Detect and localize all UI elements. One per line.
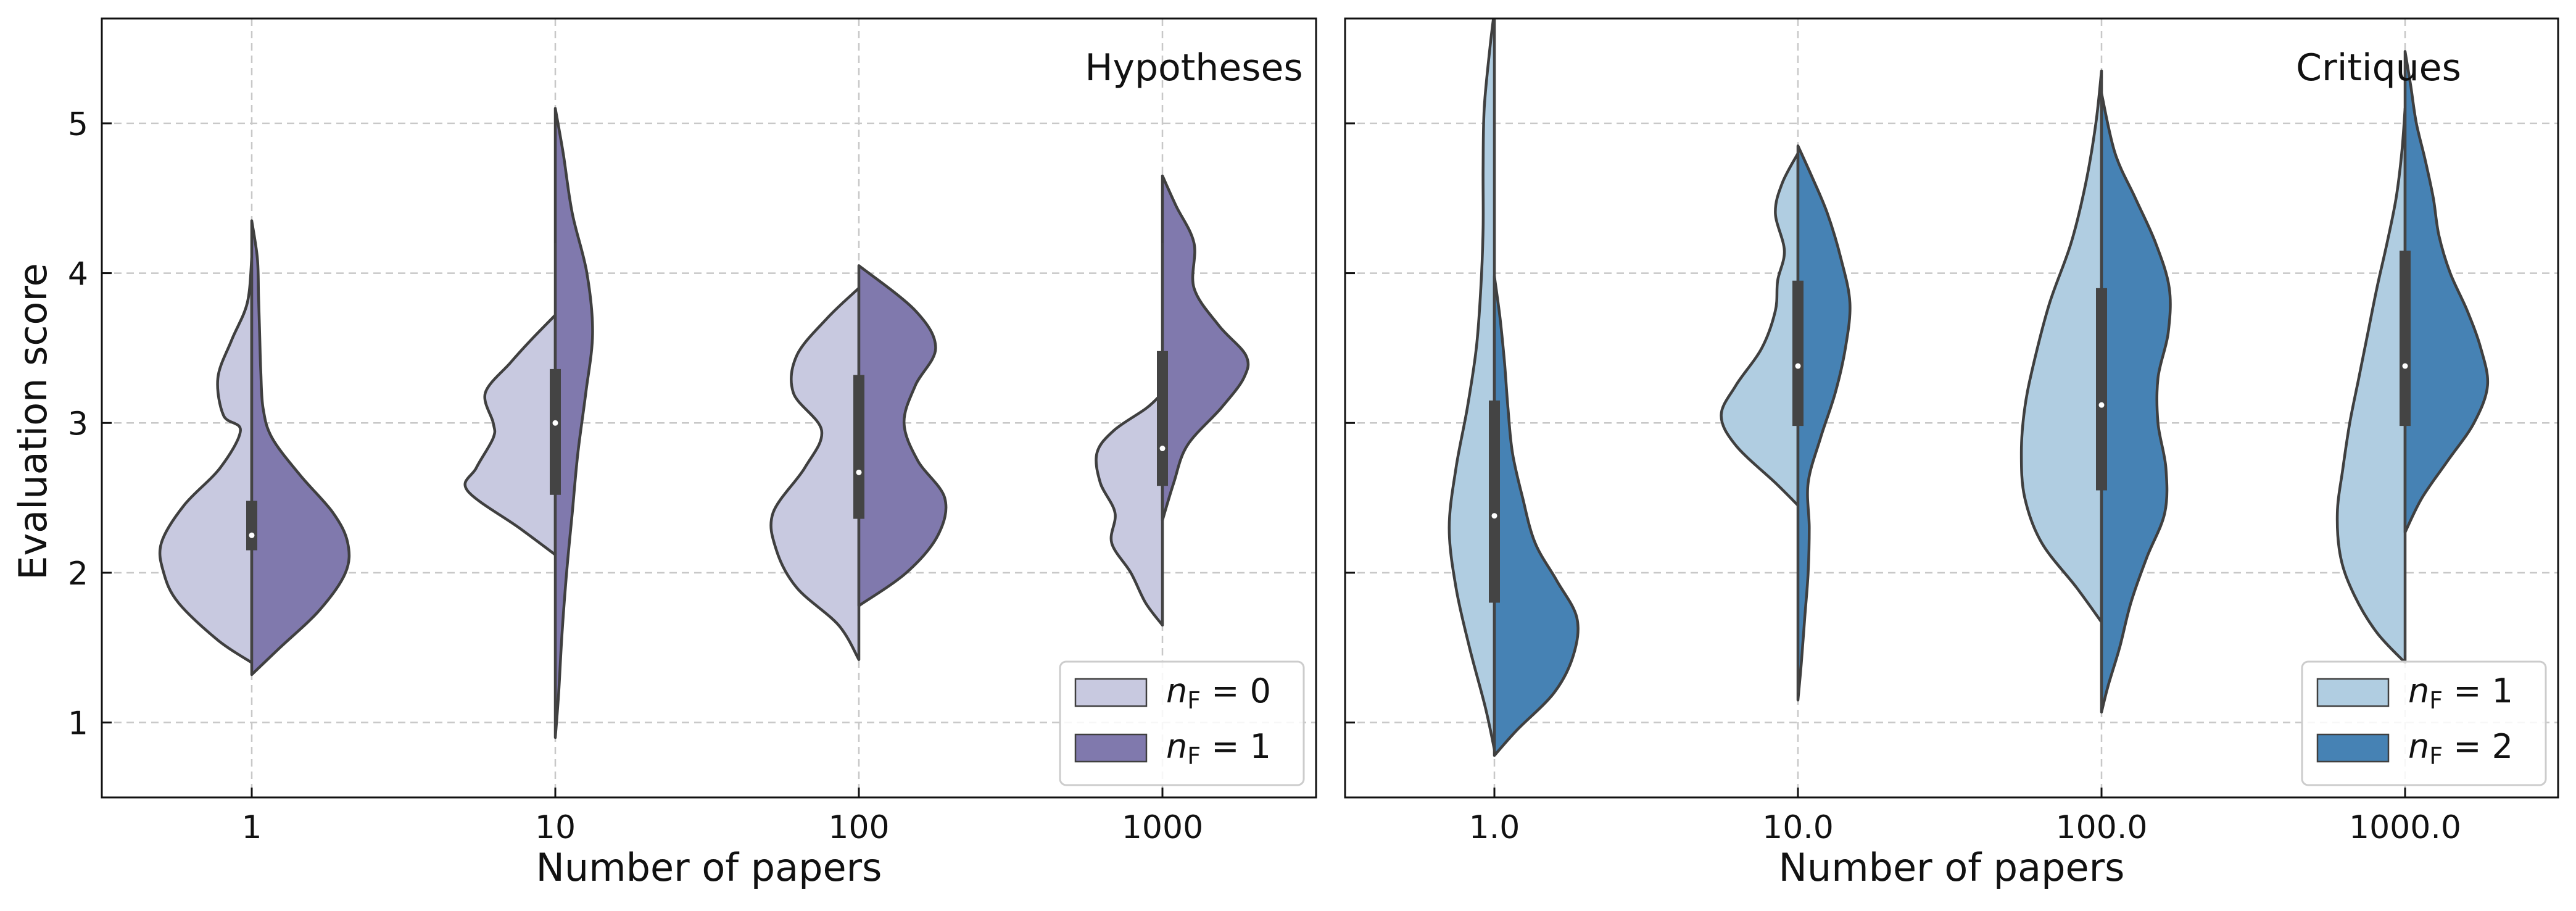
legend-label: nF = 1: [2408, 672, 2513, 714]
critiques-plot-area: [1345, 19, 2558, 797]
y-tick-label: 1: [68, 705, 88, 743]
median-dot: [2098, 402, 2105, 408]
hypotheses-violin-left-1: [158, 257, 254, 664]
hypotheses-violin-left-100: [769, 286, 861, 661]
critiques-violin-right-10.0: [1796, 144, 1852, 702]
critiques-violin-right-100.0: [2100, 92, 2172, 713]
critiques-frame: [1344, 17, 2559, 799]
median-dot: [1491, 513, 1497, 519]
median-dot: [1159, 446, 1166, 452]
hypotheses-title: Hypotheses: [1085, 46, 1302, 89]
hypotheses-violin-left-1000: [1095, 391, 1164, 627]
hypotheses-violin-right-1: [250, 219, 351, 676]
critiques-violin-left-100.0: [2019, 69, 2103, 624]
critiques-legend: nF = 1 nF = 2: [2301, 660, 2547, 786]
legend-label: nF = 2: [2408, 727, 2513, 770]
y-tick-label: 3: [68, 406, 88, 443]
critiques-violin-left-10.0: [1720, 152, 1800, 507]
critiques-x-axis-label: Number of papers: [1779, 845, 2125, 890]
hypotheses-plot-area: [102, 19, 1316, 797]
x-tick-label: 1: [241, 809, 262, 846]
x-tick-label: 1.0: [1469, 809, 1520, 846]
legend-swatch: [2316, 733, 2390, 763]
box-iqr: [1489, 400, 1500, 603]
critiques-violin-left-1000.0: [2335, 107, 2407, 664]
median-dot: [552, 420, 558, 426]
x-tick-label: 100: [828, 809, 889, 846]
box-iqr: [246, 501, 257, 551]
legend-label: nF = 1: [1166, 727, 1271, 770]
hypotheses-x-axis-label: Number of papers: [536, 845, 882, 890]
legend-swatch: [1074, 678, 1148, 707]
median-dot: [856, 469, 862, 475]
y-tick-label: 5: [68, 106, 88, 143]
x-tick-label: 100.0: [2056, 809, 2148, 846]
y-tick-label: 2: [68, 555, 88, 593]
hypotheses-legend: nF = 0 nF = 1: [1059, 660, 1305, 786]
box-iqr: [2400, 251, 2411, 426]
critiques-title: Critiques: [2296, 46, 2461, 89]
critiques-violin-right-1000.0: [2403, 50, 2490, 534]
median-dot: [249, 532, 255, 538]
median-dot: [2402, 363, 2408, 369]
hypotheses-violin-right-10: [553, 107, 594, 739]
y-tick-label: 4: [68, 256, 88, 293]
hypotheses-violin-left-10: [463, 314, 557, 557]
box-iqr: [2096, 288, 2107, 491]
critiques-panel: Number of papers 1.0 10.0 100.0 1000.0 Criti…: [1344, 17, 2559, 890]
critiques-violin-right-1.0: [1493, 275, 1580, 757]
box-iqr: [1792, 280, 1804, 426]
box-iqr: [550, 368, 561, 495]
x-tick-label: 10.0: [1762, 809, 1834, 846]
median-dot: [1795, 363, 1801, 369]
x-tick-label: 10: [535, 809, 576, 846]
legend-swatch: [2316, 678, 2390, 707]
hypotheses-violin-right-100: [857, 264, 948, 607]
critiques-violin-left-1.0: [1447, 19, 1496, 751]
hypotheses-panel: Number of papers 1 2 3 4 5 1 10 100 1000 Hypothes…: [68, 17, 1317, 890]
hypotheses-frame: [101, 17, 1317, 799]
x-tick-label: 1000.0: [2349, 809, 2461, 846]
hypotheses-violin-right-1000: [1161, 174, 1250, 522]
legend-label: nF = 0: [1166, 672, 1271, 714]
y-axis-label: Evaluation score: [10, 263, 56, 580]
box-iqr: [853, 375, 864, 519]
legend-swatch: [1074, 733, 1148, 763]
box-iqr: [1157, 351, 1168, 486]
x-tick-label: 1000: [1122, 809, 1203, 846]
